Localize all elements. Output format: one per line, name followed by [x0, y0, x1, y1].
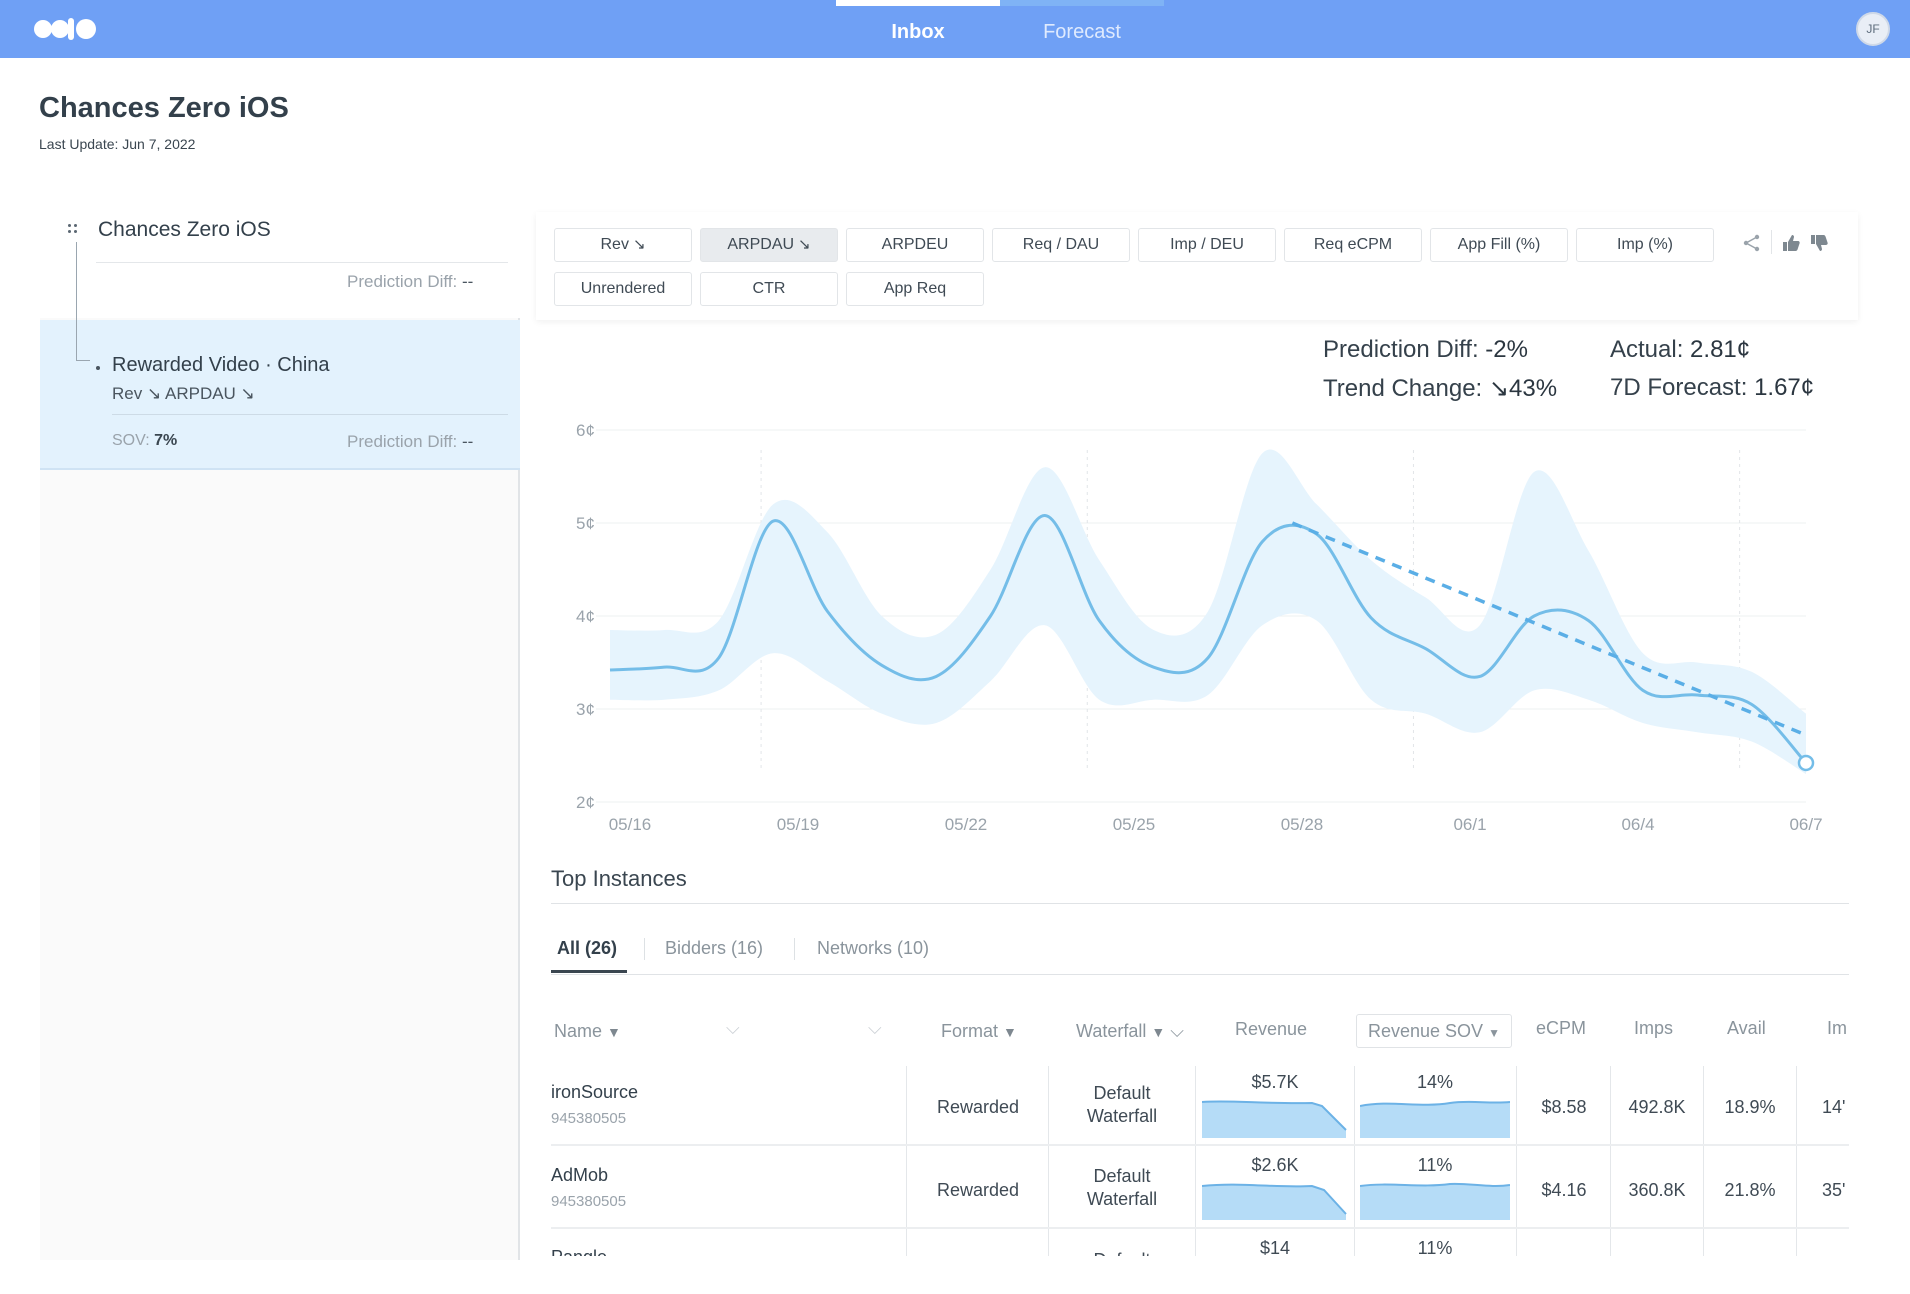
tree-panel: Chances Zero iOS Prediction Diff: -- Rew… [40, 208, 520, 1260]
tree-root-name: Chances Zero iOS [98, 218, 271, 241]
x-tick-label: 05/28 [1281, 815, 1324, 834]
x-tick-label: 05/22 [945, 815, 988, 834]
metric-button-unrendered[interactable]: Unrendered [554, 272, 692, 306]
column-header-format[interactable]: Format ▼ [941, 1021, 1017, 1041]
metric-button-app-fill[interactable]: App Fill (%) [1430, 228, 1568, 262]
column-header-imps[interactable]: Imps [1634, 1018, 1674, 1038]
x-tick-label: 05/19 [777, 815, 820, 834]
prediction-diff-stat: Prediction Diff: -2% [1323, 336, 1528, 363]
share-icon[interactable] [1741, 232, 1763, 254]
user-avatar[interactable]: JF [1856, 12, 1890, 46]
thumbs-down-icon[interactable] [1808, 232, 1830, 254]
top-instances-title: Top Instances [551, 866, 687, 891]
metric-button-arpdau[interactable]: ARPDAU ↘ [700, 228, 838, 262]
chevron-down-icon: ⌵ [1170, 1021, 1184, 1041]
tree-child-item[interactable]: Rewarded Video · China Rev ↘ ARPDAU ↘ SO… [40, 320, 520, 470]
x-tick-label: 06/4 [1621, 815, 1654, 834]
tree-root-item[interactable]: Chances Zero iOS Prediction Diff: -- [40, 208, 520, 318]
y-tick-label: 3¢ [576, 700, 595, 719]
metric-button-rev[interactable]: Rev ↘ [554, 228, 692, 262]
metric-button-imp-pct[interactable]: Imp (%) [1576, 228, 1714, 262]
filter-icon: ▼ [607, 1024, 621, 1040]
trend-line [1291, 521, 1807, 737]
y-tick-label: 5¢ [576, 514, 595, 533]
y-tick-label: 6¢ [576, 421, 595, 440]
sov-sparkline [1360, 1100, 1510, 1138]
chevron-down-icon[interactable]: ⌵ [726, 1018, 740, 1038]
column-header-revenue[interactable]: Revenue [1235, 1019, 1308, 1039]
revenue-sov-dropdown[interactable]: Revenue SOV ▼ [1356, 1014, 1512, 1048]
filter-icon: ▼ [1003, 1024, 1017, 1040]
column-header-im[interactable]: Im [1827, 1018, 1847, 1038]
tab-forecast[interactable]: Forecast [1000, 0, 1164, 58]
tree-child-metrics: Rev ↘ ARPDAU ↘ [112, 384, 255, 403]
tree-child-name: Rewarded Video · China [112, 354, 330, 376]
subtab-all[interactable]: All (26) [557, 938, 618, 958]
subtab-networks[interactable]: Networks (10) [817, 938, 930, 958]
drag-handle-icon[interactable] [68, 222, 80, 236]
top-nav-bar: Inbox Forecast JF [0, 0, 1910, 58]
metric-button-req-ecpm[interactable]: Req eCPM [1284, 228, 1422, 262]
revenue-sparkline [1202, 1100, 1347, 1138]
actual-stat: Actual: 2.81¢ [1610, 336, 1751, 363]
revenue-sparkline [1202, 1183, 1347, 1220]
column-header-avail[interactable]: Avail [1727, 1018, 1766, 1038]
metric-button-app-req[interactable]: App Req [846, 272, 984, 306]
tab-inbox[interactable]: Inbox [836, 0, 1000, 58]
caret-down-icon: ▼ [1488, 1026, 1500, 1040]
arpdau-forecast-chart: 2¢ 3¢ 4¢ 5¢ 6¢ 05/16 05/19 05/22 05/25 05/28 06/1 0… [576, 421, 1823, 834]
column-header-name[interactable]: Name ▼ [554, 1021, 621, 1041]
metric-button-imp-deu[interactable]: Imp / DEU [1138, 228, 1276, 262]
metric-button-ctr[interactable]: CTR [700, 272, 838, 306]
metric-selector: Rev ↘ ARPDAU ↘ ARPDEU Req / DAU Imp / DEU … [536, 212, 1858, 320]
filter-icon: ▼ [1151, 1024, 1166, 1040]
forecast-stat: 7D Forecast: 1.67¢ [1610, 374, 1815, 401]
sov-value: SOV: 7% [112, 432, 178, 449]
x-tick-label: 05/25 [1113, 815, 1156, 834]
sov-sparkline [1360, 1182, 1510, 1220]
subtab-bidders[interactable]: Bidders (16) [665, 938, 764, 958]
column-header-ecpm[interactable]: eCPM [1536, 1018, 1587, 1038]
child-prediction-diff: Prediction Diff: -- [347, 432, 474, 451]
page-title: Chances Zero iOS [39, 92, 289, 124]
metric-button-req-dau[interactable]: Req / DAU [992, 228, 1130, 262]
last-point-marker [1797, 754, 1815, 772]
series-line [609, 514, 1808, 764]
x-tick-label: 06/1 [1453, 815, 1486, 834]
chevron-down-icon[interactable]: ⌵ [868, 1018, 882, 1038]
root-prediction-diff: Prediction Diff: -- [347, 272, 474, 291]
x-tick-label: 05/16 [609, 815, 652, 834]
thumbs-up-icon[interactable] [1780, 232, 1802, 254]
trend-change-stat: Trend Change: ↘43% [1323, 375, 1558, 402]
y-tick-label: 4¢ [576, 607, 595, 626]
x-tick-label: 06/7 [1789, 815, 1822, 834]
metric-button-arpdeu[interactable]: ARPDEU [846, 228, 984, 262]
column-header-waterfall[interactable]: Waterfall ▼ ⌵ [1076, 1021, 1184, 1041]
confidence-band [610, 449, 1806, 775]
olo-logo[interactable] [34, 16, 106, 42]
y-tick-label: 2¢ [576, 793, 595, 812]
last-update: Last Update: Jun 7, 2022 [39, 136, 196, 152]
